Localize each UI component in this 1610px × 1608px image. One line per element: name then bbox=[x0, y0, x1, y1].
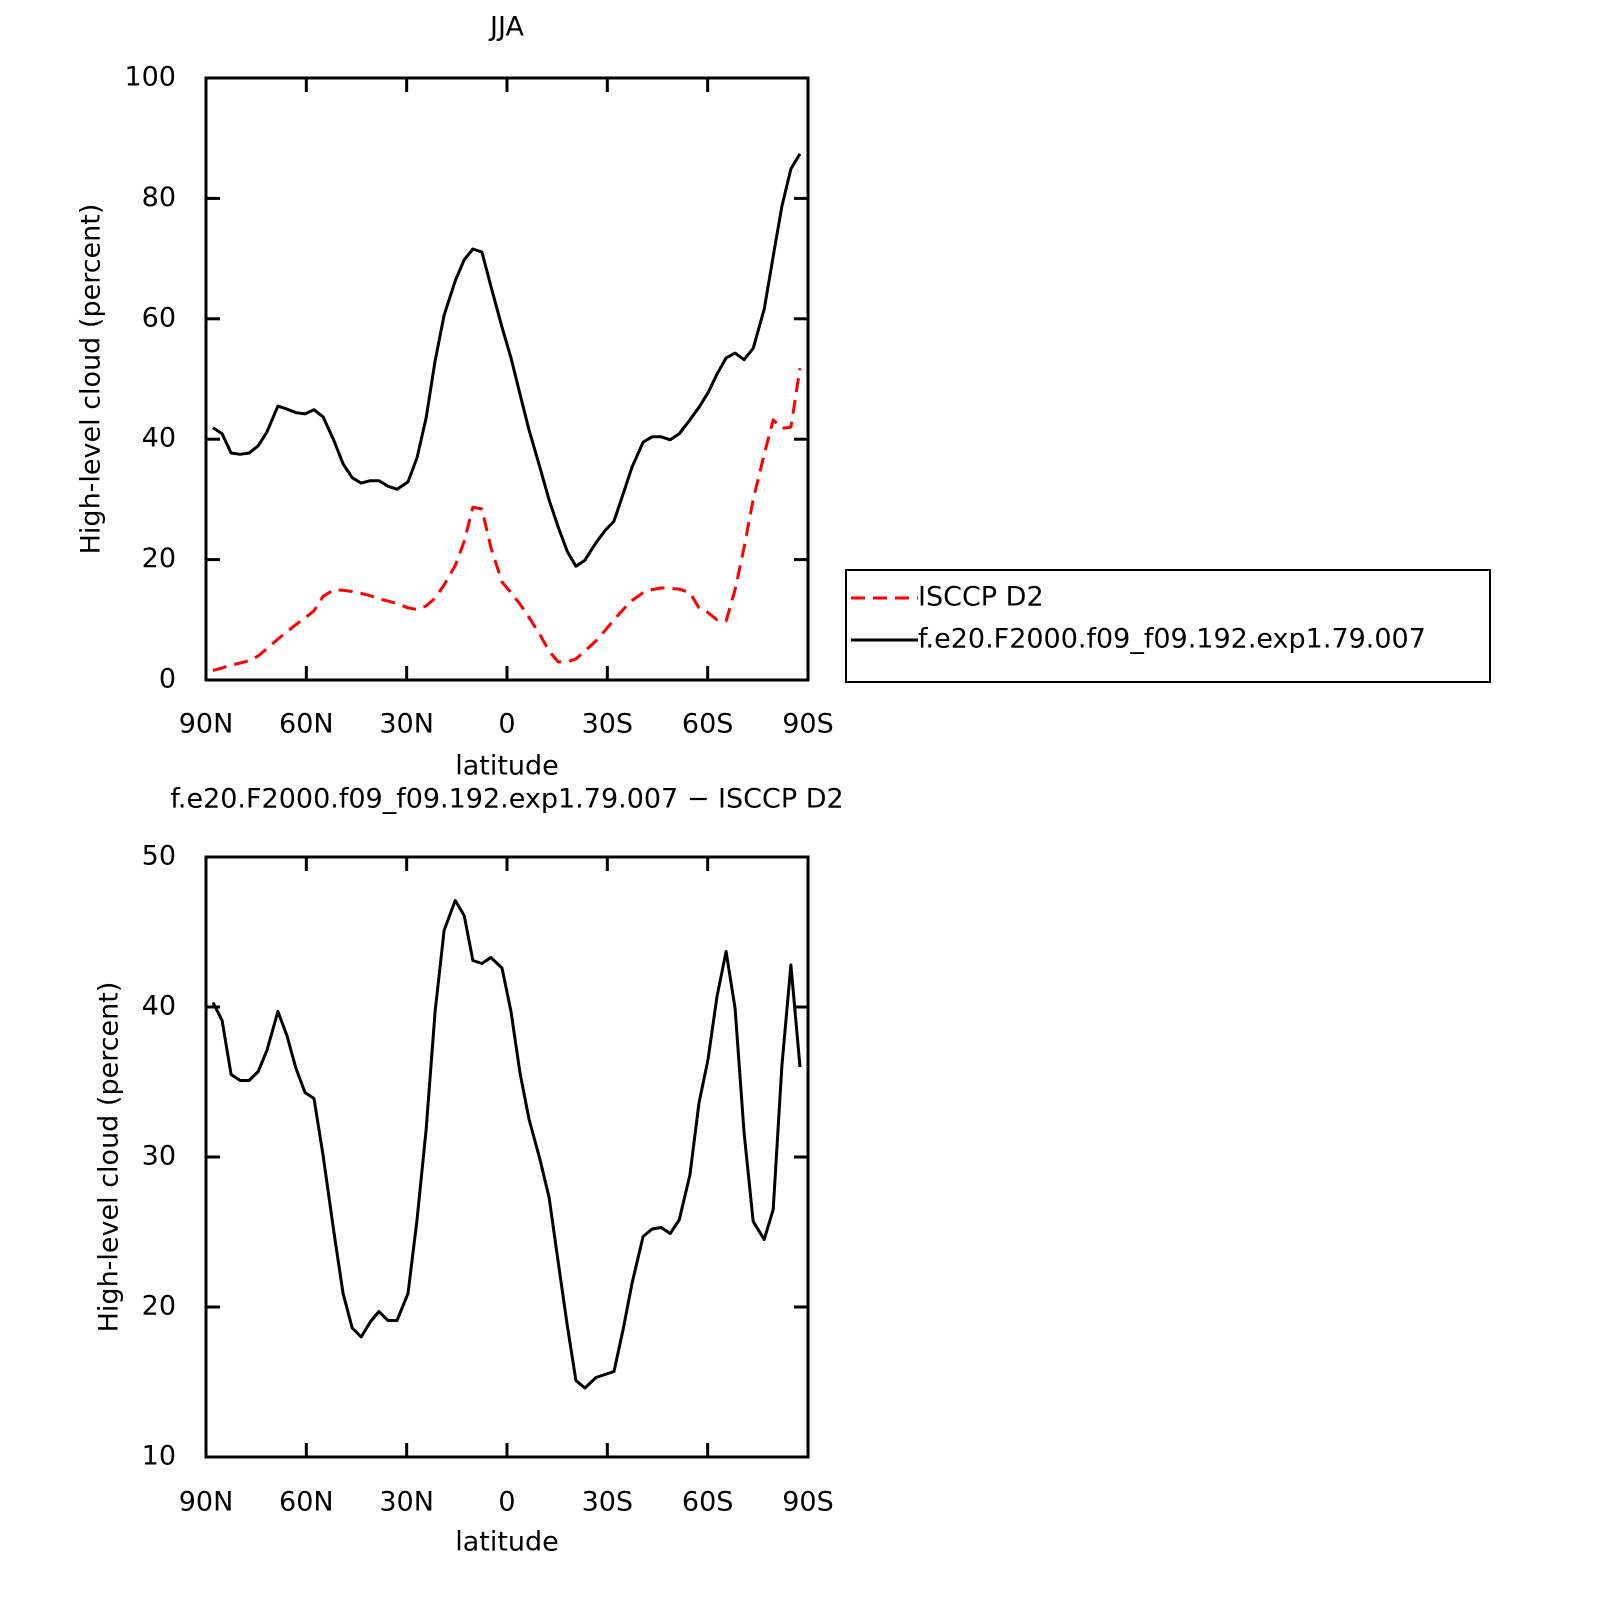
y-axis-label: High-level cloud (percent) bbox=[76, 204, 107, 555]
y-tick-label: 100 bbox=[124, 62, 176, 93]
y-tick-label: 60 bbox=[142, 302, 176, 333]
legend-label: f.e20.F2000.f09_f09.192.exp1.79.007 bbox=[918, 624, 1426, 655]
legend-box bbox=[845, 569, 1491, 683]
chart-title: f.e20.F2000.f09_f09.192.exp1.79.007 − IS… bbox=[170, 784, 843, 815]
x-tick-label: 90N bbox=[179, 1487, 234, 1518]
y-tick-label: 80 bbox=[142, 182, 176, 213]
x-tick-label: 0 bbox=[498, 1487, 515, 1518]
y-axis-label: High-level cloud (percent) bbox=[94, 982, 125, 1333]
data-line bbox=[212, 153, 802, 568]
x-tick-label: 90S bbox=[782, 709, 834, 740]
y-tick-label: 40 bbox=[142, 423, 176, 454]
x-tick-label: 60S bbox=[682, 1487, 734, 1518]
x-axis-label: latitude bbox=[455, 1527, 559, 1558]
plot-frame bbox=[204, 855, 810, 1459]
chart-title: JJA bbox=[488, 12, 524, 43]
x-tick-label: 30S bbox=[582, 1487, 634, 1518]
x-tick-label: 90N bbox=[179, 709, 234, 740]
y-tick-label: 20 bbox=[142, 1291, 176, 1322]
data-line bbox=[212, 367, 802, 672]
y-tick-label: 10 bbox=[142, 1441, 176, 1472]
x-tick-label: 90S bbox=[782, 1487, 834, 1518]
y-tick-label: 20 bbox=[142, 543, 176, 574]
y-tick-label: 50 bbox=[142, 841, 176, 872]
x-axis-label: latitude bbox=[455, 751, 559, 782]
data-line bbox=[211, 899, 802, 1390]
y-tick-label: 40 bbox=[142, 991, 176, 1022]
y-tick-label: 30 bbox=[142, 1141, 176, 1172]
x-tick-label: 0 bbox=[498, 709, 515, 740]
y-tick-label: 0 bbox=[159, 664, 176, 695]
x-tick-label: 30S bbox=[582, 709, 634, 740]
x-tick-label: 30N bbox=[379, 709, 434, 740]
x-tick-label: 60N bbox=[279, 709, 334, 740]
x-tick-label: 60N bbox=[279, 1487, 334, 1518]
x-tick-label: 60S bbox=[682, 709, 734, 740]
legend-label: ISCCP D2 bbox=[918, 582, 1044, 613]
x-tick-label: 30N bbox=[379, 1487, 434, 1518]
